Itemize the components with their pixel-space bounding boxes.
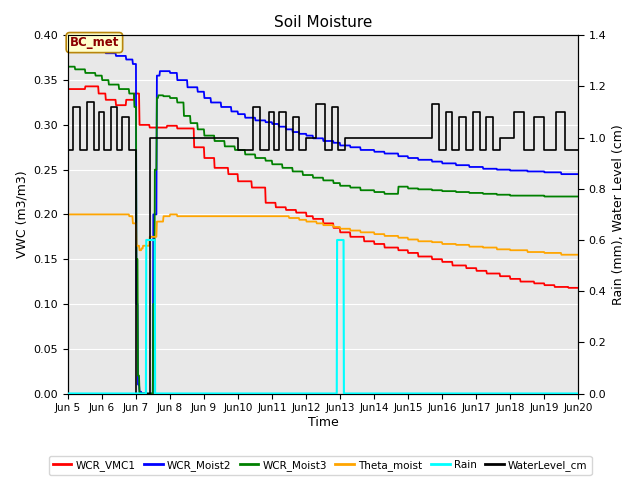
Rain bbox=[143, 237, 150, 243]
WCR_Moist2 bbox=[138, 391, 145, 396]
WCR_Moist3 bbox=[116, 86, 124, 92]
Line: WCR_VMC1: WCR_VMC1 bbox=[68, 86, 579, 288]
WCR_Moist3 bbox=[64, 64, 72, 70]
WCR_Moist3 bbox=[289, 168, 297, 174]
WCR_VMC1 bbox=[271, 200, 279, 205]
WaterLevel_cm bbox=[83, 99, 91, 105]
Theta_moist bbox=[271, 213, 278, 219]
Line: WCR_Moist2: WCR_Moist2 bbox=[68, 44, 579, 394]
Theta_moist bbox=[289, 215, 296, 221]
WCR_Moist2 bbox=[575, 171, 582, 177]
WCR_Moist2 bbox=[415, 157, 423, 163]
Rain bbox=[151, 391, 159, 396]
Title: Soil Moisture: Soil Moisture bbox=[274, 15, 372, 30]
Line: Rain: Rain bbox=[68, 240, 579, 394]
WaterLevel_cm bbox=[132, 391, 140, 396]
WCR_Moist2 bbox=[116, 53, 124, 59]
Theta_moist bbox=[462, 242, 470, 248]
WCR_VMC1 bbox=[415, 253, 423, 259]
WCR_VMC1 bbox=[463, 265, 470, 271]
WCR_VMC1 bbox=[116, 102, 124, 108]
Theta_moist bbox=[557, 252, 565, 258]
Y-axis label: VWC (m3/m3): VWC (m3/m3) bbox=[15, 170, 28, 258]
Rain bbox=[575, 391, 582, 396]
Rain bbox=[142, 391, 150, 396]
WCR_Moist3 bbox=[472, 190, 479, 196]
Text: BC_met: BC_met bbox=[70, 36, 119, 49]
X-axis label: Time: Time bbox=[308, 416, 339, 429]
Y-axis label: Rain (mm), Water Level (cm): Rain (mm), Water Level (cm) bbox=[612, 124, 625, 305]
WCR_Moist2 bbox=[271, 121, 279, 127]
WCR_VMC1 bbox=[64, 86, 72, 92]
Rain bbox=[340, 237, 348, 243]
WCR_VMC1 bbox=[564, 285, 572, 291]
WCR_Moist3 bbox=[415, 186, 423, 192]
Theta_moist bbox=[64, 212, 72, 217]
WCR_Moist3 bbox=[271, 161, 279, 167]
WaterLevel_cm bbox=[552, 109, 560, 115]
Rain bbox=[64, 391, 72, 396]
WCR_Moist2 bbox=[64, 41, 72, 47]
WCR_Moist3 bbox=[136, 391, 143, 396]
WaterLevel_cm bbox=[64, 147, 72, 153]
WCR_VMC1 bbox=[575, 285, 582, 291]
WaterLevel_cm bbox=[575, 147, 582, 153]
WCR_Moist3 bbox=[463, 189, 470, 195]
WCR_Moist2 bbox=[463, 162, 470, 168]
Theta_moist bbox=[415, 239, 422, 244]
WaterLevel_cm bbox=[152, 135, 160, 141]
WCR_VMC1 bbox=[81, 84, 89, 89]
Rain bbox=[333, 391, 340, 396]
Theta_moist bbox=[471, 244, 479, 250]
Rain bbox=[333, 237, 341, 243]
Line: Theta_moist: Theta_moist bbox=[68, 215, 579, 255]
Theta_moist bbox=[116, 212, 124, 217]
WaterLevel_cm bbox=[125, 147, 133, 153]
Line: WCR_Moist3: WCR_Moist3 bbox=[68, 67, 579, 394]
Legend: WCR_VMC1, WCR_Moist2, WCR_Moist3, Theta_moist, Rain, WaterLevel_cm: WCR_VMC1, WCR_Moist2, WCR_Moist3, Theta_… bbox=[49, 456, 591, 475]
WaterLevel_cm bbox=[540, 114, 548, 120]
WCR_Moist2 bbox=[289, 129, 297, 135]
WaterLevel_cm bbox=[321, 102, 329, 108]
Rain bbox=[340, 391, 348, 396]
Rain bbox=[151, 237, 159, 243]
WCR_Moist3 bbox=[575, 193, 582, 199]
Line: WaterLevel_cm: WaterLevel_cm bbox=[68, 102, 579, 394]
WCR_VMC1 bbox=[472, 265, 479, 271]
Theta_moist bbox=[575, 252, 582, 258]
WCR_Moist2 bbox=[472, 164, 479, 170]
WCR_VMC1 bbox=[289, 207, 297, 213]
WaterLevel_cm bbox=[346, 135, 354, 141]
